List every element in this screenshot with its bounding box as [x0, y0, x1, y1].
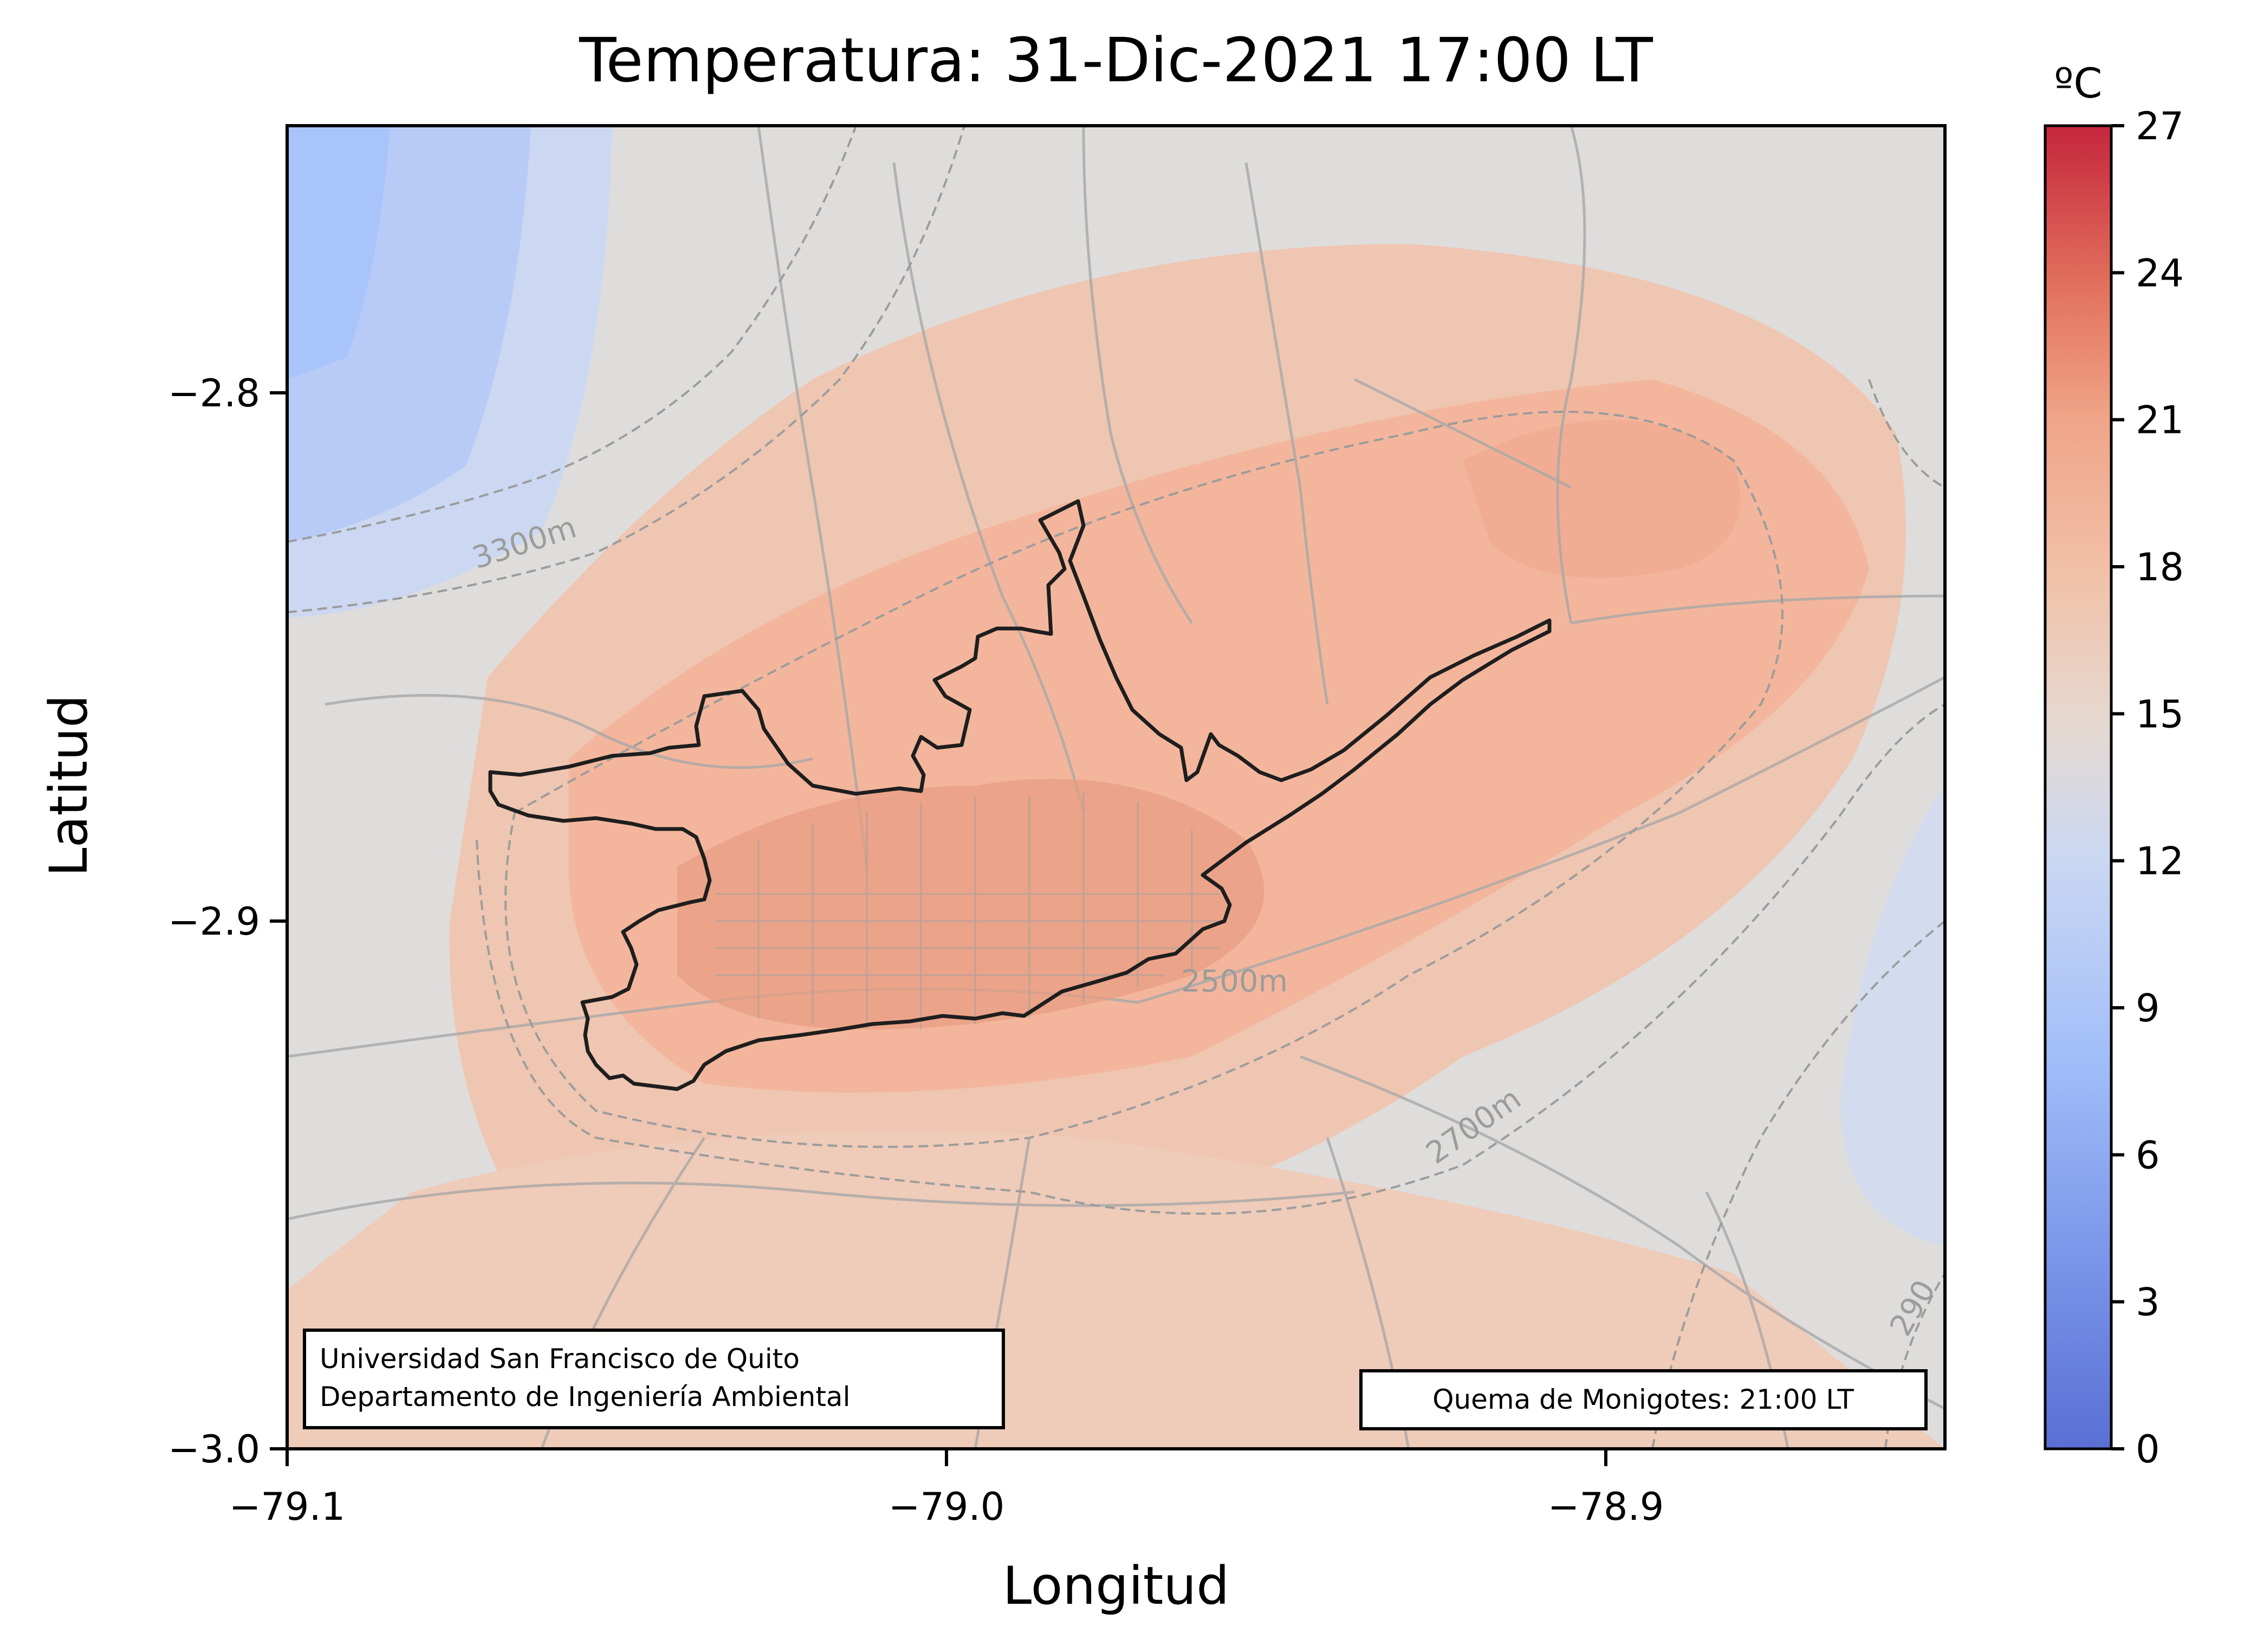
y-tick-label: −2.8: [168, 371, 260, 416]
x-tick-label: −79.0: [888, 1485, 1005, 1529]
colorbar-tick-label: 12: [2136, 839, 2184, 884]
y-axis-label: Latitud: [38, 695, 99, 877]
colorbar-tick-label: 3: [2136, 1280, 2160, 1325]
urban-area: [677, 779, 1264, 1029]
colorbar-tick-label: 27: [2136, 104, 2184, 148]
map-plot-area: 3300m 2500m 2700m 290 Universidad San Fr…: [287, 126, 1945, 1449]
y-tick-label: −2.9: [168, 899, 260, 944]
colorbar-unit: ºC: [2054, 59, 2103, 107]
y-axis: −2.8 −2.9 −3.0 Latitud: [38, 371, 287, 1472]
cold-region-east: [1841, 786, 1945, 1246]
y-tick-label: −3.0: [168, 1427, 260, 1472]
colorbar-tick-label: 18: [2136, 545, 2184, 589]
colorbar-tick-label: 0: [2136, 1427, 2160, 1472]
city-boundary: [488, 499, 1552, 1091]
x-tick-label: −79.1: [229, 1485, 346, 1529]
event-note-box: Quema de Monigotes: 21:00 LT: [1359, 1369, 1928, 1430]
credit-line-university: Universidad San Francisco de Quito: [320, 1343, 800, 1375]
colorbar-tick-label: 15: [2136, 692, 2184, 736]
colorbar-tick-label: 21: [2136, 398, 2184, 443]
hot-region-core: [1463, 420, 1741, 578]
credit-line-department: Departamento de Ingeniería Ambiental: [320, 1381, 850, 1413]
map-title: Temperatura: 31-Dic-2021 17:00 LT: [579, 25, 1653, 96]
event-note-text: Quema de Monigotes: 21:00 LT: [1432, 1384, 1854, 1415]
cold-region-core: [287, 126, 390, 379]
x-axis: −79.1 −79.0 −78.9 Longitud: [229, 1449, 1664, 1616]
map-frame: [286, 124, 1947, 1450]
colorbar-tick-label: 6: [2136, 1133, 2160, 1177]
colorbar-ticks: 0 3 6 9 12 15 18 21 24 27: [2111, 104, 2184, 1472]
contour-label-2500m: 2500m: [1181, 964, 1288, 999]
colorbar-tick-label: 9: [2136, 986, 2160, 1031]
colorbar-gradient: [2044, 124, 2113, 1450]
x-tick-label: −78.9: [1548, 1485, 1664, 1529]
credit-box: Universidad San Francisco de Quito Depar…: [303, 1329, 1005, 1429]
colorbar-tick-label: 24: [2136, 251, 2184, 295]
colorbar: ºC 0 3 6 9 12 15 18 21 24 27: [2044, 59, 2184, 1472]
x-axis-label: Longitud: [1003, 1556, 1229, 1616]
